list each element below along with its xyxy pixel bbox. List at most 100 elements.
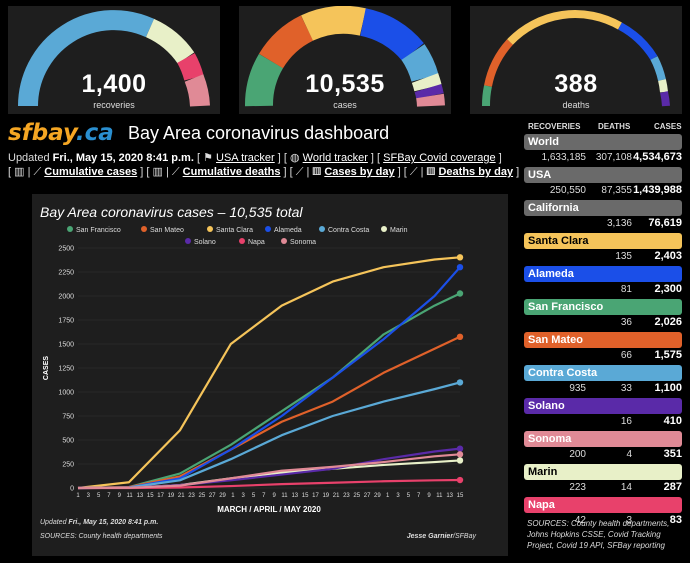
logo-ca: .ca	[75, 120, 114, 146]
x-tick-label: 7	[417, 493, 421, 499]
cases-gauge: 10,535 cases	[239, 6, 451, 114]
line-chart-icon: ⟋	[295, 166, 304, 178]
region-deaths: 307,108	[595, 152, 632, 163]
x-tick-label: 13	[291, 493, 298, 499]
region-name: Alameda	[524, 266, 682, 282]
region-row: Marin 223 14 287	[524, 464, 686, 497]
x-tick-label: 27	[364, 493, 371, 499]
x-tick-label: 27	[209, 493, 216, 499]
line-chart-icon: ⟋	[33, 166, 42, 178]
y-axis-title: CASES	[43, 356, 50, 380]
region-recoveries: 223	[569, 482, 586, 493]
region-deaths: 3,136	[606, 218, 632, 229]
region-cases: 1,575	[654, 349, 682, 361]
region-deaths: 135	[615, 251, 632, 262]
cases-by-day-link[interactable]: Cases by day	[324, 166, 395, 178]
legend-swatch	[239, 238, 245, 244]
updated-date: Fri., May 15, 2020 8:41 p.m.	[52, 152, 194, 164]
sfbay-coverage-link[interactable]: SFBay Covid coverage	[383, 152, 496, 164]
region-row: San Francisco 36 2,026	[524, 299, 686, 332]
recoveries-label: recoveries	[93, 100, 135, 110]
y-tick-label: 2250	[58, 270, 74, 277]
region-row: USA 250,550 87,355 1,439,988	[524, 167, 686, 200]
deaths-by-day-link[interactable]: Deaths by day	[438, 166, 514, 178]
x-tick-label: 25	[199, 493, 206, 499]
region-cases: 1,439,988	[633, 184, 682, 196]
y-tick-label: 1000	[58, 390, 74, 397]
region-deaths: 14	[620, 482, 632, 493]
region-row: Napa 42 3 83	[524, 497, 686, 530]
region-deaths: 66	[620, 350, 632, 361]
chart-updated-note: Updated Fri., May 15, 2020 8:41 p.m.	[40, 519, 158, 526]
legend-swatch	[281, 238, 287, 244]
region-cases: 1,100	[654, 382, 682, 394]
region-row: Contra Costa 935 33 1,100	[524, 365, 686, 398]
updated-prefix: Updated	[8, 152, 53, 164]
recoveries-gauge: 1,400 recoveries	[8, 6, 220, 114]
chart-title: Bay Area coronavirus cases – 10,535 tota…	[40, 204, 303, 220]
y-tick-label: 250	[62, 462, 74, 469]
cumulative-deaths-link[interactable]: Cumulative deaths	[182, 166, 281, 178]
region-values: 935 33 1,100	[524, 381, 686, 397]
x-tick-label: 23	[343, 493, 350, 499]
cases-label: cases	[333, 100, 357, 110]
region-recoveries: 42	[574, 515, 586, 526]
logo-sf: sfbay	[8, 120, 76, 146]
x-tick-label: 7	[107, 493, 111, 499]
legend-swatch	[265, 226, 271, 232]
series-end-point-solano	[456, 445, 464, 452]
region-deaths: 3	[626, 515, 632, 526]
region-deaths: 16	[620, 416, 632, 427]
cumulative-cases-link[interactable]: Cumulative cases	[44, 166, 138, 178]
region-cases: 2,403	[654, 250, 682, 262]
series-end-point-marin	[456, 457, 464, 464]
region-name: San Francisco	[524, 299, 682, 315]
y-tick-label: 750	[62, 414, 74, 421]
series-end-point-alameda	[456, 264, 464, 271]
y-tick-label: 0	[70, 486, 74, 493]
world-tracker-link[interactable]: World tracker	[302, 152, 368, 164]
cases-value: 10,535	[305, 70, 385, 98]
x-tick-label: 11	[127, 493, 134, 499]
region-values: 1,633,185 307,108 4,534,673	[524, 150, 686, 166]
region-name: California	[524, 200, 682, 216]
y-tick-label: 1250	[58, 366, 74, 373]
region-list: World 1,633,185 307,108 4,534,673 USA 250,550…	[524, 134, 686, 530]
stats-panel: RECOVERIES DEATHS CASES World 1,633,185 30…	[524, 120, 686, 530]
region-recoveries: 1,633,185	[541, 152, 587, 163]
region-values: 3,136 76,619	[524, 216, 686, 232]
legend-swatch	[319, 226, 325, 232]
sfbay-logo[interactable]: sfbay.ca	[8, 120, 120, 146]
recoveries-header: RECOVERIES	[528, 122, 581, 131]
region-name: Santa Clara	[524, 233, 682, 249]
x-tick-label: 17	[312, 493, 319, 499]
x-axis-title: MARCH / APRIL / MAY 2020	[217, 505, 321, 514]
cases-header: CASES	[654, 122, 682, 131]
region-recoveries: 935	[569, 383, 586, 394]
usa-tracker-link[interactable]: USA tracker	[216, 152, 275, 164]
x-tick-label: 15	[302, 493, 309, 499]
region-cases: 83	[669, 514, 682, 526]
region-name: Napa	[524, 497, 682, 513]
region-cases: 2,300	[654, 283, 682, 295]
region-row: Sonoma 200 4 351	[524, 431, 686, 464]
x-tick-label: 3	[87, 493, 91, 499]
x-tick-label: 9	[427, 493, 431, 499]
series-end-point-napa	[456, 476, 464, 484]
series-end-point-san_mateo	[456, 333, 464, 340]
stats-header: RECOVERIES DEATHS CASES	[524, 120, 686, 134]
series-line-solano	[77, 447, 461, 490]
x-tick-label: 19	[168, 493, 175, 499]
series-line-sonoma	[77, 453, 461, 490]
series-line-santa_clara	[77, 256, 461, 490]
legend-entry: Santa Clara	[216, 227, 253, 234]
y-tick-label: 1500	[58, 342, 74, 349]
x-tick-label: 1	[76, 493, 80, 499]
region-recoveries: 200	[569, 449, 586, 460]
x-tick-label: 21	[333, 493, 340, 499]
x-tick-label: 29	[219, 493, 226, 499]
page-title: Bay Area coronavirus dashboard	[128, 123, 390, 143]
cases-chart-svg: Bay Area coronavirus cases – 10,535 tota…	[40, 204, 476, 540]
series-line-alameda	[77, 266, 461, 490]
y-tick-label: 500	[62, 438, 74, 445]
